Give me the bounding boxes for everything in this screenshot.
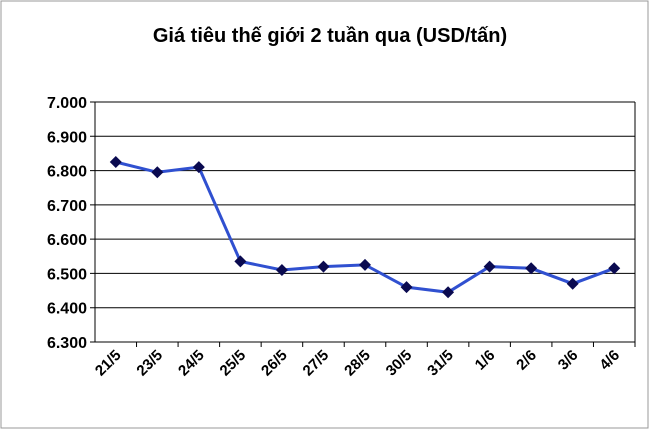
marker [317,260,330,273]
marker [483,260,496,273]
y-tick-label: 7.000 [47,95,87,112]
marker [151,166,164,179]
y-tick-label: 6.700 [47,198,87,215]
marker [275,264,288,276]
marker [566,277,579,290]
marker [608,262,621,275]
marker [234,255,247,268]
marker [442,286,455,299]
y-tick-label: 6.900 [47,129,87,146]
chart-title: Giá tiêu thế giới 2 tuần qua (USD/tấn) [153,25,507,47]
y-tick-label: 6.400 [47,301,87,318]
y-tick-label: 6.500 [47,266,87,283]
y-tick-label: 6.600 [47,232,87,249]
marker [192,161,205,174]
y-tick-label: 6.300 [47,335,87,352]
y-tick-label: 6.800 [47,164,87,181]
marker [359,258,371,271]
marker [400,281,413,294]
marker [525,262,538,275]
marker [109,156,122,168]
